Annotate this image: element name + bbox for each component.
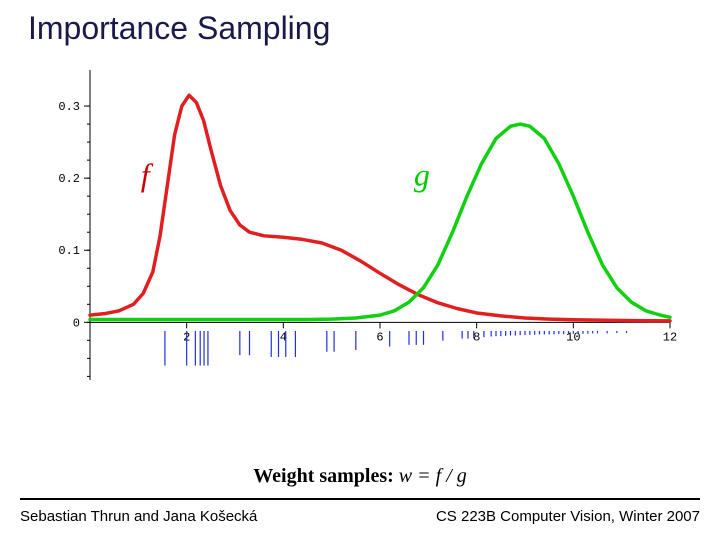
footer-authors: Sebastian Thrun and Jana Košecká <box>20 508 257 525</box>
x-tick-label: 12 <box>663 330 677 344</box>
weight-formula: Weight samples: w = f / g <box>0 465 720 488</box>
importance-sampling-chart: 00.10.20.324681012fg <box>30 60 690 450</box>
formula-prefix: Weight samples: <box>253 465 399 487</box>
x-tick-label: 6 <box>376 330 383 344</box>
formula-italic: w = f / g <box>399 465 467 487</box>
slide-title: Importance Sampling <box>28 10 330 47</box>
y-tick-label: 0 <box>73 316 80 330</box>
footer-divider <box>20 498 700 500</box>
y-tick-label: 0.3 <box>58 100 80 114</box>
y-tick-label: 0.2 <box>58 172 80 186</box>
chart-container: 00.10.20.324681012fg <box>30 60 690 450</box>
footer-course: CS 223B Computer Vision, Winter 2007 <box>436 508 700 525</box>
curve-label-g: g <box>414 156 430 192</box>
chart-bg <box>30 60 690 450</box>
y-tick-label: 0.1 <box>58 244 80 258</box>
